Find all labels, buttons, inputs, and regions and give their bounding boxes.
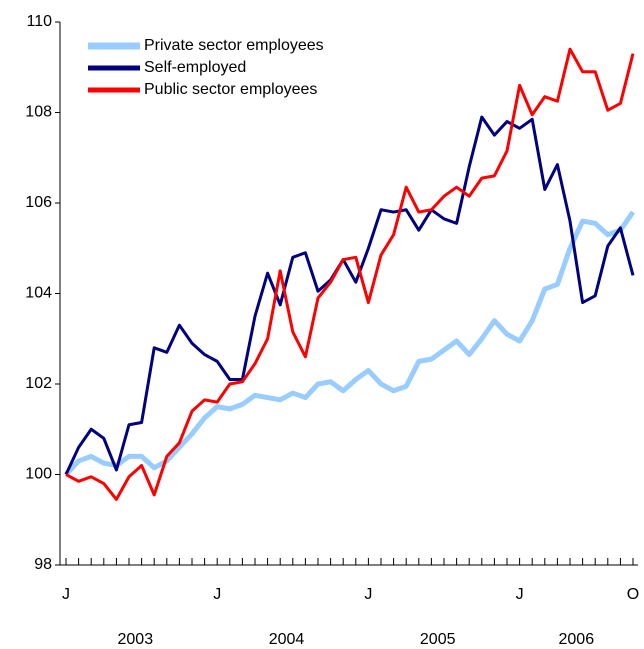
series-line	[64, 115, 635, 476]
legend-label: Private sector employees	[144, 37, 324, 54]
year-label: 2005	[420, 631, 456, 648]
series-line	[65, 47, 635, 501]
year-label: 2006	[559, 631, 595, 648]
legend-label: Self-employed	[144, 59, 246, 76]
x-tick-label: J	[62, 586, 70, 603]
x-tick-label: J	[364, 586, 372, 603]
series-line	[64, 210, 636, 477]
legend-label: Public sector employees	[144, 81, 317, 98]
x-tick-label: J	[213, 586, 221, 603]
y-tick-label: 102	[25, 375, 52, 392]
y-tick-label: 104	[25, 285, 52, 302]
x-tick-label: J	[516, 586, 524, 603]
y-tick-label: 98	[34, 556, 52, 573]
y-tick-label: 106	[25, 194, 52, 211]
year-label: 2003	[118, 631, 154, 648]
y-tick-label: 110	[26, 13, 52, 30]
year-label: 2004	[269, 631, 305, 648]
y-tick-label: 108	[25, 104, 52, 121]
y-tick-label: 100	[25, 466, 52, 483]
x-tick-label: O	[627, 586, 639, 603]
